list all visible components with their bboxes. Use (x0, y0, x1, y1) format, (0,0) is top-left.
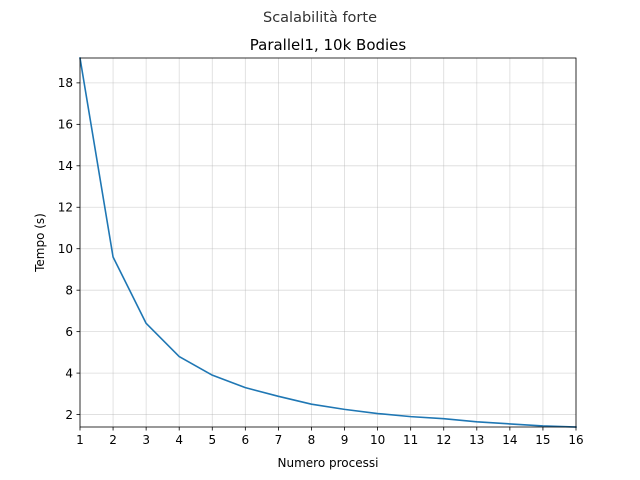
y-tick-label: 18 (58, 76, 73, 90)
y-tick-label: 6 (65, 325, 73, 339)
x-tick-label: 7 (275, 433, 283, 447)
grid-layer (79, 58, 577, 427)
series-layer (79, 57, 577, 428)
x-tick-label: 3 (142, 433, 150, 447)
y-axis-label: Tempo (s) (33, 213, 47, 273)
y-tick-label: 16 (58, 118, 73, 132)
x-tick-label: 14 (502, 433, 517, 447)
plot-frame (79, 57, 577, 428)
x-tick-label: 8 (308, 433, 316, 447)
chart-title: Parallel1, 10k Bodies (250, 36, 407, 54)
figure-suptitle: Scalabilità forte (263, 10, 377, 26)
x-tick-label: 9 (341, 433, 349, 447)
x-tick-label: 2 (109, 433, 117, 447)
x-axis-label: Numero processi (278, 456, 379, 470)
x-tick-label: 13 (469, 433, 484, 447)
x-tick-label: 10 (370, 433, 385, 447)
x-tick-label: 6 (242, 433, 250, 447)
x-tick-label: 16 (568, 433, 583, 447)
x-tick-label: 5 (208, 433, 216, 447)
y-tick-label: 8 (65, 283, 73, 297)
y-tick-label: 2 (65, 408, 73, 422)
y-tick-label: 14 (58, 159, 73, 173)
x-tick-label: 11 (403, 433, 418, 447)
x-tick-label: 4 (175, 433, 183, 447)
y-tick-label: 10 (58, 242, 73, 256)
series-line (79, 57, 577, 428)
y-tick-label: 4 (65, 366, 73, 380)
x-tick-label: 12 (436, 433, 451, 447)
x-tick-label: 1 (76, 433, 84, 447)
y-tick-label: 12 (58, 201, 73, 215)
x-tick-label: 15 (535, 433, 550, 447)
